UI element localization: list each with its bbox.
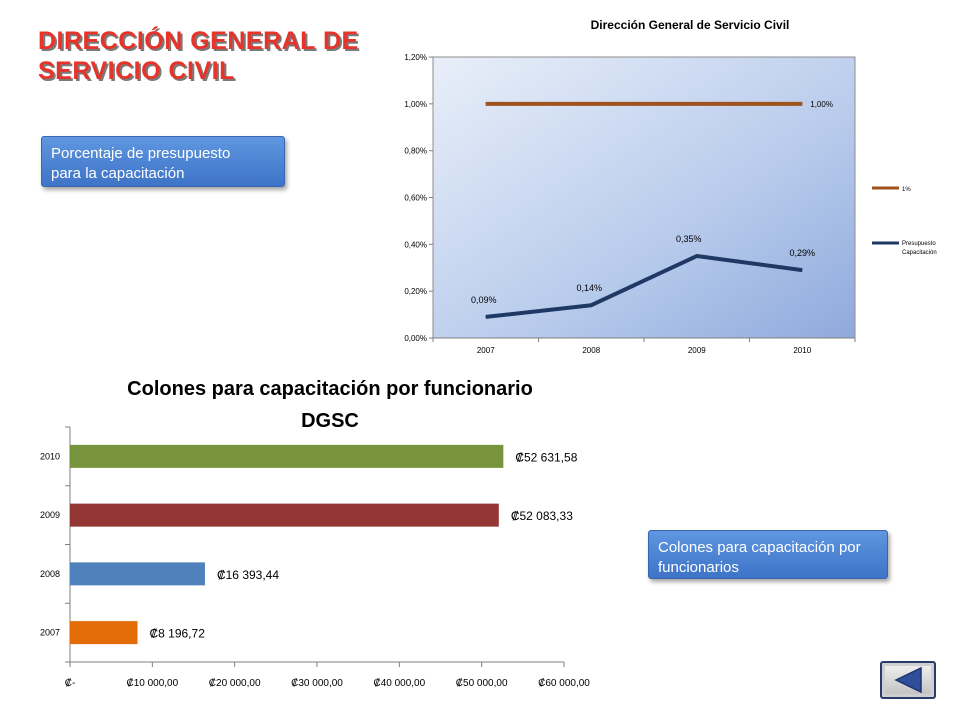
line-x-tick-label: 2008 [582,346,600,355]
line-point [485,103,487,105]
line-data-label: 0,09% [471,295,497,305]
callout-budget-line-1: Porcentaje de presupuesto [51,145,231,162]
line-point [696,103,698,105]
bar-chart-title-line-1: Colones para capacitación por funcionari… [127,378,533,400]
callout-colones-per-employee: Colones para capacitación por funcionari… [648,530,888,579]
line-y-tick-label: 0,40% [404,240,427,249]
line-y-tick-label: 0,00% [404,334,427,343]
back-button[interactable] [880,661,936,699]
line-legend-label: Presupuesto [902,241,936,247]
callout-budget-line-2: para la capacitación [51,165,185,182]
line-y-tick-label: 0,60% [404,194,427,203]
line-series-presupuesto [485,254,803,319]
line-point [801,269,803,271]
line-point [801,103,803,105]
line-point [590,304,592,306]
line-point [696,255,698,257]
slide-title-line-1: DIRECCIÓN GENERAL DE [38,27,359,55]
line-point [485,316,487,318]
line-y-tick-label: 0,80% [404,147,427,156]
slide-title-line-2: SERVICIO CIVIL [38,57,235,85]
callout-colones-line-1: Colones para capacitación por [658,539,861,556]
bar-chart-title-line-2: DGSC [301,410,359,432]
line-legend-label: Capacitación [902,250,937,256]
line-point [590,103,592,105]
callout-colones-line-2: funcionarios [658,559,739,576]
line-data-label: 0,29% [789,248,815,258]
slide-title: DIRECCIÓN GENERAL DE SERVICIO CIVIL [38,26,368,86]
line-y-tick-label: 0,20% [404,287,427,296]
line-chart-title: Dirección General de Servicio Civil [590,18,790,32]
back-triangle-icon [894,666,922,694]
callout-budget-percentage: Porcentaje de presupuesto para la capaci… [41,136,285,187]
line-legend-label: 1% [902,187,911,193]
line-data-label: 0,35% [676,234,702,244]
line-data-label: 1,00% [810,100,833,109]
bar-chart-title: Colones para capacitación por funcionari… [80,373,580,437]
line-x-tick-label: 2010 [793,346,811,355]
line-x-tick-label: 2009 [688,346,706,355]
line-data-label: 0,14% [576,283,602,293]
line-y-tick-label: 1,00% [404,100,427,109]
line-x-tick-label: 2007 [477,346,495,355]
line-y-tick-label: 1,20% [404,53,427,62]
